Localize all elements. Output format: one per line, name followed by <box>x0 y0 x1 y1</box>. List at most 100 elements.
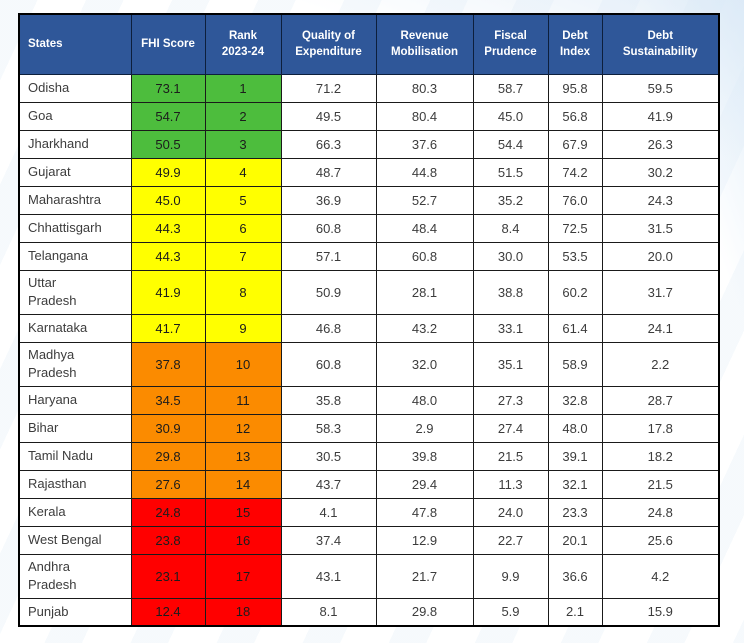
debt-index-cell: 39.1 <box>547 441 603 471</box>
debt-index-cell: 23.3 <box>547 497 603 527</box>
header-row: States FHI Score Rank 2023-24 Quality of Ex… <box>18 13 720 75</box>
revenue-mobilisation-cell: 60.8 <box>375 241 474 271</box>
rank-cell: 3 <box>204 129 282 159</box>
rank-cell: 13 <box>204 441 282 471</box>
fhi-score-cell: 23.1 <box>130 553 206 599</box>
state-cell: Telangana <box>18 241 132 271</box>
column-header-debt-index: Debt Index <box>547 13 603 75</box>
fhi-score-cell: 30.9 <box>130 413 206 443</box>
fhi-score-cell: 12.4 <box>130 597 206 627</box>
rank-cell: 9 <box>204 313 282 343</box>
debt-sustainability-cell: 30.2 <box>601 157 720 187</box>
table-row: Gujarat 49.9 4 48.7 44.8 51.5 74.2 30.2 <box>18 157 720 187</box>
debt-sustainability-cell: 28.7 <box>601 385 720 415</box>
fhi-score-cell: 29.8 <box>130 441 206 471</box>
state-cell: Andhra Pradesh <box>18 553 132 599</box>
quality-of-expenditure-cell: 60.8 <box>280 213 377 243</box>
debt-sustainability-cell: 24.8 <box>601 497 720 527</box>
rank-cell: 16 <box>204 525 282 555</box>
fiscal-prudence-cell: 21.5 <box>472 441 549 471</box>
revenue-mobilisation-cell: 12.9 <box>375 525 474 555</box>
quality-of-expenditure-cell: 50.9 <box>280 269 377 315</box>
state-cell: Chhattisgarh <box>18 213 132 243</box>
table-row: Karnataka 41.7 9 46.8 43.2 33.1 61.4 24.1 <box>18 313 720 343</box>
quality-of-expenditure-cell: 43.1 <box>280 553 377 599</box>
table-row: Haryana 34.5 11 35.8 48.0 27.3 32.8 28.7 <box>18 385 720 415</box>
debt-sustainability-cell: 26.3 <box>601 129 720 159</box>
table-row: Chhattisgarh 44.3 6 60.8 48.4 8.4 72.5 31.5 <box>18 213 720 243</box>
revenue-mobilisation-cell: 28.1 <box>375 269 474 315</box>
table-row: Bihar 30.9 12 58.3 2.9 27.4 48.0 17.8 <box>18 413 720 443</box>
fiscal-prudence-cell: 22.7 <box>472 525 549 555</box>
debt-sustainability-cell: 31.5 <box>601 213 720 243</box>
table-row: Tamil Nadu 29.8 13 30.5 39.8 21.5 39.1 18.2 <box>18 441 720 471</box>
fiscal-prudence-cell: 58.7 <box>472 73 549 103</box>
debt-sustainability-cell: 21.5 <box>601 469 720 499</box>
state-cell: Haryana <box>18 385 132 415</box>
state-cell: Bihar <box>18 413 132 443</box>
table-row: Maharashtra 45.0 5 36.9 52.7 35.2 76.0 24.3 <box>18 185 720 215</box>
fhi-score-cell: 45.0 <box>130 185 206 215</box>
debt-index-cell: 32.8 <box>547 385 603 415</box>
state-cell: Jharkhand <box>18 129 132 159</box>
table-row: Goa 54.7 2 49.5 80.4 45.0 56.8 41.9 <box>18 101 720 131</box>
revenue-mobilisation-cell: 47.8 <box>375 497 474 527</box>
fhi-score-cell: 44.3 <box>130 213 206 243</box>
fiscal-prudence-cell: 9.9 <box>472 553 549 599</box>
quality-of-expenditure-cell: 4.1 <box>280 497 377 527</box>
state-cell: Uttar Pradesh <box>18 269 132 315</box>
fiscal-prudence-cell: 30.0 <box>472 241 549 271</box>
fhi-score-cell: 73.1 <box>130 73 206 103</box>
table-row: Andhra Pradesh 23.1 17 43.1 21.7 9.9 36.6 4.2 <box>18 553 720 599</box>
revenue-mobilisation-cell: 52.7 <box>375 185 474 215</box>
table-row: Punjab 12.4 18 8.1 29.8 5.9 2.1 15.9 <box>18 597 720 627</box>
fhi-score-cell: 44.3 <box>130 241 206 271</box>
column-header-revenue-mobilisation: Revenue Mobilisation <box>375 13 474 75</box>
fiscal-prudence-cell: 51.5 <box>472 157 549 187</box>
column-header-fiscal-prudence: Fiscal Prudence <box>472 13 549 75</box>
state-cell: Gujarat <box>18 157 132 187</box>
rank-cell: 6 <box>204 213 282 243</box>
column-header-rank: Rank 2023-24 <box>204 13 282 75</box>
fiscal-prudence-cell: 33.1 <box>472 313 549 343</box>
quality-of-expenditure-cell: 30.5 <box>280 441 377 471</box>
revenue-mobilisation-cell: 21.7 <box>375 553 474 599</box>
quality-of-expenditure-cell: 43.7 <box>280 469 377 499</box>
revenue-mobilisation-cell: 80.4 <box>375 101 474 131</box>
revenue-mobilisation-cell: 29.8 <box>375 597 474 627</box>
revenue-mobilisation-cell: 32.0 <box>375 341 474 387</box>
quality-of-expenditure-cell: 49.5 <box>280 101 377 131</box>
fhi-score-cell: 54.7 <box>130 101 206 131</box>
revenue-mobilisation-cell: 48.4 <box>375 213 474 243</box>
quality-of-expenditure-cell: 46.8 <box>280 313 377 343</box>
quality-of-expenditure-cell: 8.1 <box>280 597 377 627</box>
fhi-score-cell: 34.5 <box>130 385 206 415</box>
debt-index-cell: 61.4 <box>547 313 603 343</box>
table-row: Uttar Pradesh 41.9 8 50.9 28.1 38.8 60.2 31.7 <box>18 269 720 315</box>
fhi-score-cell: 41.9 <box>130 269 206 315</box>
debt-index-cell: 74.2 <box>547 157 603 187</box>
rank-cell: 11 <box>204 385 282 415</box>
rank-cell: 10 <box>204 341 282 387</box>
fhi-states-table: States FHI Score Rank 2023-24 Quality of Ex… <box>18 13 720 627</box>
revenue-mobilisation-cell: 39.8 <box>375 441 474 471</box>
quality-of-expenditure-cell: 37.4 <box>280 525 377 555</box>
column-header-debt-sustainability: Debt Sustainability <box>601 13 720 75</box>
table-row: West Bengal 23.8 16 37.4 12.9 22.7 20.1 25.6 <box>18 525 720 555</box>
rank-cell: 18 <box>204 597 282 627</box>
state-cell: West Bengal <box>18 525 132 555</box>
revenue-mobilisation-cell: 2.9 <box>375 413 474 443</box>
fiscal-prudence-cell: 54.4 <box>472 129 549 159</box>
state-cell: Kerala <box>18 497 132 527</box>
rank-cell: 8 <box>204 269 282 315</box>
fhi-states-table-container: States FHI Score Rank 2023-24 Quality of Ex… <box>18 13 720 627</box>
column-header-states: States <box>18 13 132 75</box>
rank-cell: 7 <box>204 241 282 271</box>
state-cell: Punjab <box>18 597 132 627</box>
debt-sustainability-cell: 18.2 <box>601 441 720 471</box>
state-cell: Madhya Pradesh <box>18 341 132 387</box>
debt-sustainability-cell: 17.8 <box>601 413 720 443</box>
table-header: States FHI Score Rank 2023-24 Quality of Ex… <box>18 13 720 75</box>
debt-index-cell: 72.5 <box>547 213 603 243</box>
debt-sustainability-cell: 25.6 <box>601 525 720 555</box>
